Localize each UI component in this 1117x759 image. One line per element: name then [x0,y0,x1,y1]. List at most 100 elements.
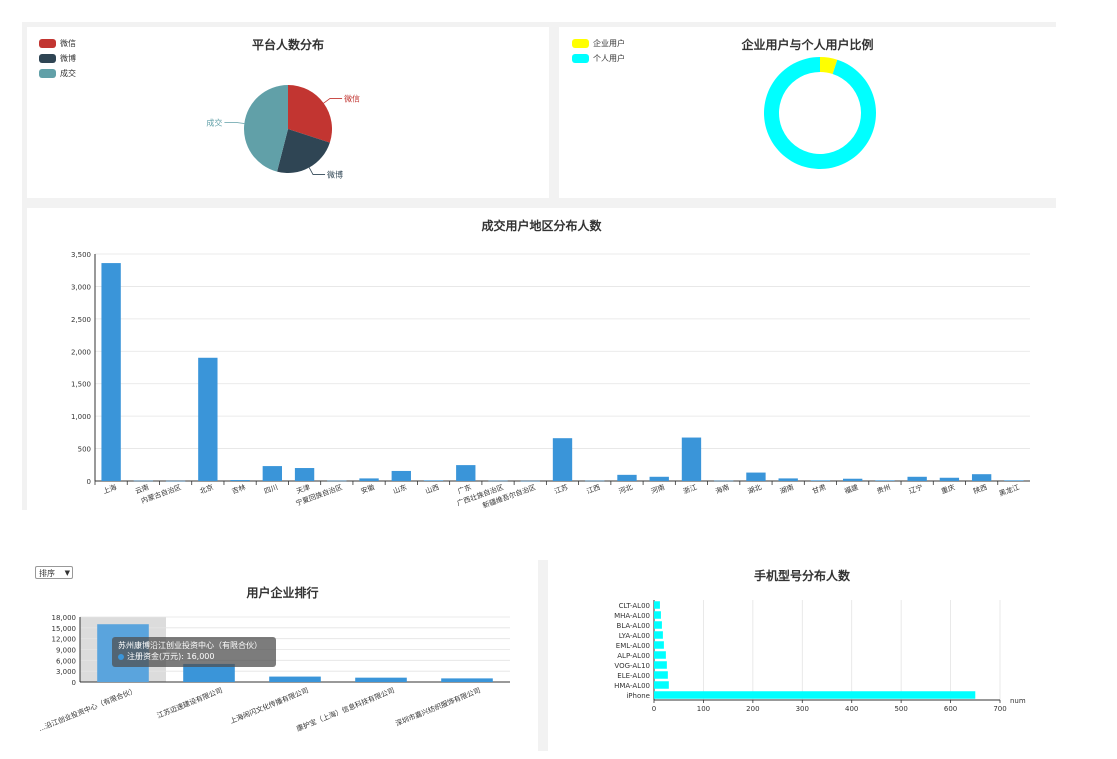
bar [391,470,411,481]
x-tick-label: 600 [944,705,957,713]
bar [133,480,154,482]
y-tick-label: 0 [87,478,91,486]
x-tick-label: 康护宝（上海）信息科技有限公司 [295,686,396,734]
x-tick-label: 200 [746,705,759,713]
x-tick-label: 浙江 [682,482,698,495]
legend-label: 企业用户 [593,39,625,48]
legend-item-personal[interactable]: 个人用户 [572,51,625,66]
legend-label: 个人用户 [593,54,625,63]
bar [649,476,669,481]
y-tick-label: LYA-AL00 [619,632,650,640]
y-tick-label: EML-AL00 [616,642,650,650]
x-tick-label: 海南 [714,482,730,495]
legend-label: 微信 [60,39,76,48]
ratio-legend: 企业用户 个人用户 [572,36,625,66]
x-tick-label: 陕西 [972,482,988,495]
x-tick-label: 广东 [456,482,472,495]
bar [552,438,573,481]
y-tick-label: CLT-AL00 [619,602,650,610]
donut-slice [764,57,876,170]
legend-label: 成交 [60,69,76,78]
x-tick-label: 江苏 [553,482,569,495]
tooltip-value: 注册资金(万元): 16,000 [127,652,215,661]
company-chart-panel: 用户企业排行 0 3,000 6,000 9,000 12,000 15,000 18,00… [27,560,538,751]
platform-legend: 微信 微博 成交 [39,36,76,81]
legend-swatch [39,69,56,78]
bar [654,691,976,699]
chevron-down-icon: ▼ [64,569,70,577]
x-tick-label: 0 [652,705,656,713]
y-tick-label: 3,500 [71,251,91,259]
bar [230,480,250,481]
bar [262,466,282,481]
legend-item-deal[interactable]: 成交 [39,66,76,81]
bar [654,631,663,639]
bar [778,478,798,481]
tooltip-dot-icon [118,653,124,660]
bar [294,468,315,481]
bar [654,681,669,689]
bar [355,677,407,682]
region-chart-panel: 成交用户地区分布人数 0 500 1,000 1,500 2,000 2,500 3,000… [27,208,1056,510]
y-tick-label: 0 [72,679,76,687]
phone-chart-title: 手机型号分布人数 [753,569,850,583]
x-tick-label: 100 [697,705,710,713]
x-tick-label: 400 [845,705,858,713]
bar [654,641,664,649]
bar [843,478,863,481]
bar [183,663,235,682]
pie-slice [244,85,288,172]
x-tick-label: 安徽 [360,482,376,495]
pie-label-line [323,98,343,104]
x-tick-label: 贵州 [875,482,891,495]
y-tick-label: ALP-AL00 [617,652,650,660]
legend-swatch [572,39,589,48]
x-tick-label: 四川 [263,483,279,495]
bar [746,472,766,481]
bar [488,480,508,482]
bar [359,478,379,481]
pie-label-line [308,167,326,175]
x-tick-label: 山西 [424,482,440,495]
ratio-chart-panel: 企业用户与个人用户比例 企业用户 个人用户 [559,27,1056,198]
y-tick-label: 18,000 [52,614,77,622]
sort-select-value: 排序 [39,569,55,578]
bar [327,480,347,482]
bar [441,678,493,682]
x-tick-label: 湖北 [746,482,762,495]
x-tick-label: 河南 [650,482,666,495]
company-tooltip: 苏州康博沿江创业投资中心（有限合伙） 注册资金(万元): 16,000 [112,637,276,667]
pie-label: 微博 [327,170,343,180]
y-tick-label: VOG-AL10 [614,662,650,670]
y-tick-label: 1,500 [71,381,91,389]
bar [714,480,734,482]
pie-slice [277,129,330,173]
pie-label: 微信 [344,93,360,103]
bar [907,476,927,481]
ratio-chart-title: 企业用户与个人用户比例 [741,38,874,52]
y-tick-label: 3,000 [56,668,76,676]
x-tick-label: 江苏迈速建设有限公司 [155,686,223,721]
legend-swatch [39,39,56,48]
bar [654,651,666,659]
sort-select[interactable]: 排序 ▼ [35,566,73,579]
x-tick-label: 天津 [295,483,311,495]
x-tick-label: 北京 [198,482,214,495]
bar [654,661,667,669]
bar [101,263,121,481]
company-bar-chart: 0 3,000 6,000 9,000 12,000 15,000 18,000 ...沿江创… [37,614,510,734]
y-tick-label: ELE-AL00 [617,672,650,680]
x-tick-label: 黑龙江 [998,482,1021,498]
platform-chart-title: 平台人数分布 [251,38,324,52]
legend-item-weibo[interactable]: 微博 [39,51,76,66]
y-tick-label: MHA-AL00 [614,612,650,620]
legend-item-wechat[interactable]: 微信 [39,36,76,51]
donut-slice [820,57,838,75]
bar [654,621,662,629]
x-tick-label: 500 [894,705,907,713]
region-chart-title: 成交用户地区分布人数 [481,219,602,233]
bar [617,474,637,481]
legend-item-enterprise[interactable]: 企业用户 [572,36,625,51]
phone-panel-divider [538,560,548,751]
